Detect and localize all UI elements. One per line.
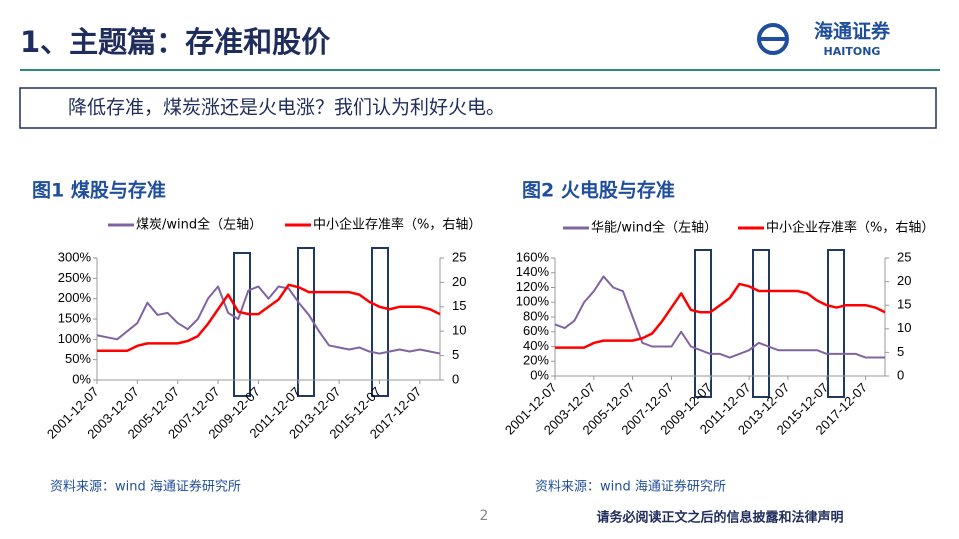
legend-label: 中小企业存准率（%，右轴） <box>766 220 934 236</box>
y2-tick-label: 20 <box>452 274 466 289</box>
chart-title: 图2 火电股与存准 <box>522 179 675 202</box>
y2-tick-label: 0 <box>452 371 459 386</box>
y-tick-label: 300% <box>58 249 92 264</box>
y2-tick-label: 15 <box>897 297 911 312</box>
highlight-box <box>371 247 389 397</box>
chart-title: 图1 煤股与存准 <box>32 179 166 202</box>
y-tick-label: 40% <box>523 338 549 353</box>
y-tick-label: 60% <box>523 323 549 338</box>
highlight-box <box>297 247 315 397</box>
highlight-boxes <box>233 247 845 398</box>
subtitle-box <box>19 87 937 129</box>
y-tick-label: 160% <box>516 249 550 264</box>
y-tick-label: 50% <box>65 351 91 366</box>
page-number: 2 <box>480 508 489 524</box>
y-tick-label: 150% <box>58 310 92 325</box>
legend-label: 华能/wind全（左轴） <box>591 220 717 236</box>
y-tick-label: 140% <box>516 264 550 279</box>
series-line <box>555 282 886 349</box>
legend-label: 中小企业存准率（%，右轴） <box>313 217 481 233</box>
y2-tick-label: 25 <box>897 249 911 264</box>
y2-tick-label: 5 <box>452 347 459 362</box>
y-tick-label: 120% <box>516 279 550 294</box>
y-tick-label: 250% <box>58 270 92 285</box>
highlight-box <box>827 249 845 398</box>
highlight-box <box>233 252 251 397</box>
y2-tick-label: 15 <box>452 298 466 313</box>
logo-text: 海通证券 <box>814 20 891 43</box>
y2-tick-label: 25 <box>452 249 466 264</box>
highlight-box <box>694 249 712 398</box>
subtitle: 降低存准，煤炭涨还是火电涨？我们认为利好火电。 <box>68 97 505 119</box>
y-tick-label: 0% <box>72 371 91 386</box>
y-tick-label: 100% <box>58 331 92 346</box>
y2-tick-label: 10 <box>897 320 911 335</box>
y-tick-label: 100% <box>516 294 550 309</box>
source: 资料来源：wind 海通证券研究所 <box>535 479 726 495</box>
y2-tick-label: 20 <box>897 273 911 288</box>
series-line <box>96 285 441 355</box>
legend-label: 煤炭/wind全（左轴） <box>136 217 262 233</box>
slide-title: 1、主题篇：存准和股价 <box>20 25 331 59</box>
logo-text: HAITONG <box>824 45 881 58</box>
y-tick-label: 20% <box>523 353 549 368</box>
y-tick-label: 80% <box>523 308 549 323</box>
logo: 海通证券 HAITONG <box>757 20 891 58</box>
y2-tick-label: 10 <box>452 323 466 338</box>
y2-tick-label: 5 <box>897 344 904 359</box>
highlight-box <box>752 249 770 398</box>
series-line <box>554 275 885 359</box>
y2-tick-label: 0 <box>897 367 904 382</box>
footer: 请务必阅读正文之后的信息披露和法律声明 <box>596 510 843 526</box>
y-tick-label: 0% <box>530 367 549 382</box>
y-tick-label: 200% <box>58 290 92 305</box>
source: 资料来源：wind 海通证券研究所 <box>50 479 241 495</box>
series-line <box>97 283 441 352</box>
